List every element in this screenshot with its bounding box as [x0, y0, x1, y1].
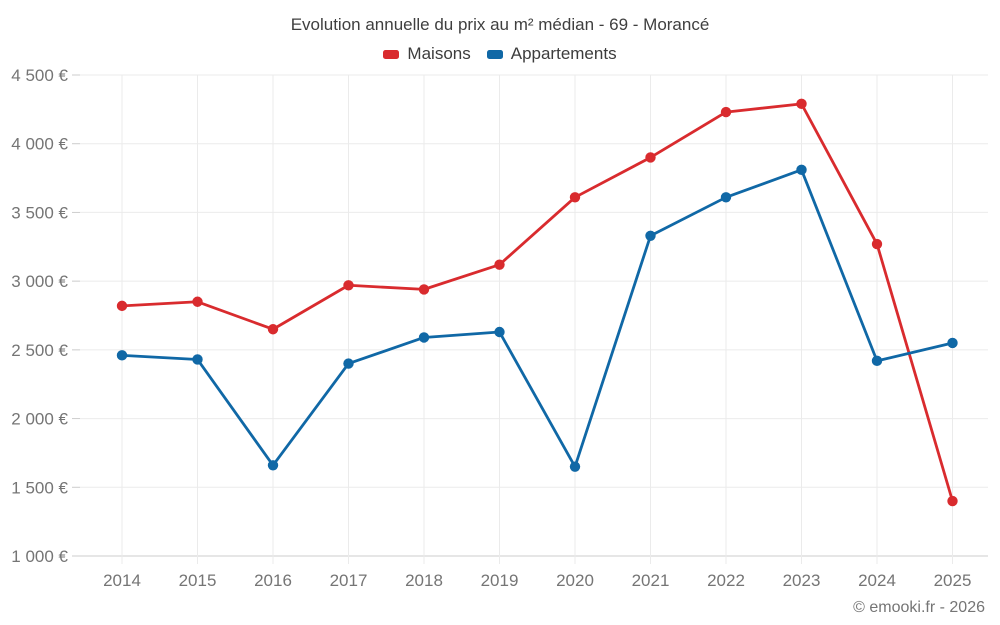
data-point-appartements-2020[interactable] [569, 461, 581, 472]
y-tick-label: 2 500 € [11, 341, 68, 360]
y-tick-label: 4 500 € [11, 66, 68, 85]
legend-item-maisons[interactable]: Maisons [383, 44, 471, 64]
data-point-maisons-2015[interactable] [192, 296, 203, 307]
x-tick-label: 2021 [632, 571, 670, 590]
data-point-maisons-2014[interactable] [116, 300, 128, 312]
data-point-appartements-2018[interactable] [418, 332, 430, 343]
legend-item-appartements[interactable]: Appartements [486, 44, 617, 64]
legend-label-maisons: Maisons [407, 44, 471, 63]
data-point-maisons-2016[interactable] [267, 324, 279, 335]
y-tick-label: 1 000 € [11, 547, 68, 566]
data-point-maisons-2020[interactable] [569, 192, 581, 203]
appartements-series-swatch [486, 49, 503, 59]
x-tick-label: 2019 [481, 571, 519, 590]
data-point-appartements-2022[interactable] [720, 192, 732, 203]
data-point-appartements-2023[interactable] [796, 164, 807, 176]
data-point-appartements-2021[interactable] [645, 230, 656, 241]
x-tick-label: 2014 [103, 571, 141, 590]
maisons-series-swatch [383, 49, 400, 59]
y-tick-label: 4 000 € [11, 135, 68, 154]
data-point-maisons-2019[interactable] [494, 259, 505, 270]
x-tick-label: 2024 [858, 571, 896, 590]
data-point-appartements-2016[interactable] [267, 460, 279, 471]
data-point-maisons-2025[interactable] [947, 495, 958, 507]
data-point-maisons-2021[interactable] [645, 152, 656, 163]
x-tick-label: 2017 [330, 571, 368, 590]
series-line-appartements [120, 168, 954, 469]
data-point-appartements-2014[interactable] [116, 350, 128, 361]
data-point-appartements-2017[interactable] [343, 358, 354, 369]
chart-legend: Maisons Appartements [0, 44, 1000, 64]
x-tick-label: 2020 [556, 571, 594, 590]
data-point-maisons-2024[interactable] [871, 238, 883, 250]
data-point-appartements-2025[interactable] [947, 337, 958, 349]
x-tick-label: 2025 [934, 571, 972, 590]
x-tick-label: 2023 [783, 571, 821, 590]
y-tick-label: 1 500 € [11, 478, 68, 497]
x-tick-label: 2015 [179, 571, 217, 590]
data-point-appartements-2024[interactable] [871, 355, 883, 367]
chart-title: Evolution annuelle du prix au m² médian … [290, 15, 710, 34]
legend-label-appartements: Appartements [510, 44, 617, 63]
y-tick-label: 3 500 € [11, 203, 68, 222]
x-tick-label: 2018 [405, 571, 443, 590]
data-point-appartements-2019[interactable] [494, 326, 505, 338]
x-tick-label: 2022 [707, 571, 745, 590]
data-point-maisons-2017[interactable] [343, 280, 354, 291]
x-tick-label: 2016 [254, 571, 292, 590]
copyright-footer: © emooki.fr - 2026 [853, 599, 985, 616]
data-point-maisons-2022[interactable] [720, 106, 732, 118]
data-point-appartements-2015[interactable] [192, 354, 203, 365]
series-line-maisons [120, 102, 954, 503]
data-point-maisons-2018[interactable] [418, 284, 430, 295]
y-tick-label: 3 000 € [11, 272, 68, 291]
y-tick-label: 2 000 € [11, 410, 68, 429]
data-point-maisons-2023[interactable] [796, 98, 807, 110]
